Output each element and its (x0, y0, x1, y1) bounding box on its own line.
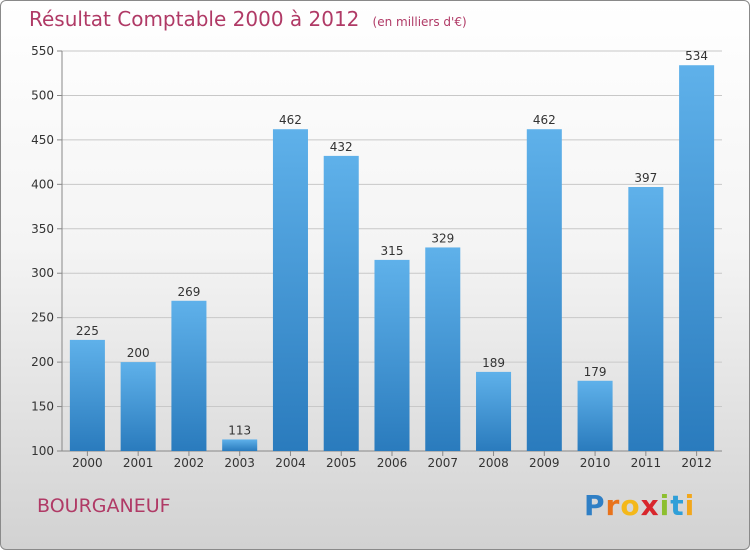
data-label-2005: 432 (330, 140, 353, 154)
bar-2012 (679, 65, 715, 451)
logo-letter: r (605, 489, 621, 522)
logo-letter: t (670, 489, 685, 522)
data-label-2009: 462 (533, 113, 556, 127)
data-label-2011: 397 (634, 171, 657, 185)
y-tick-label-200: 200 (31, 355, 54, 369)
bar-2007 (425, 247, 461, 451)
chart-title-block: Résultat Comptable 2000 à 2012 (en milli… (29, 7, 467, 31)
bar-2003 (222, 439, 258, 451)
data-label-2006: 315 (381, 244, 404, 258)
bar-2005 (323, 155, 359, 451)
logo-letter: i (659, 489, 671, 522)
y-tick-label-100: 100 (31, 444, 54, 458)
x-tick-label-2011: 2011 (631, 456, 662, 470)
bars (69, 65, 715, 451)
bar-2008 (476, 371, 512, 451)
bar-2009 (526, 129, 562, 451)
x-tick-label-2002: 2002 (174, 456, 205, 470)
data-label-2003: 113 (228, 423, 251, 437)
chart-unit: (en milliers d'€) (372, 15, 467, 29)
data-label-2010: 179 (584, 365, 607, 379)
logo-letter: x (640, 489, 660, 522)
proxiti-logo: Proxiti (584, 489, 695, 522)
x-tick-label-2010: 2010 (580, 456, 611, 470)
y-tick-label-500: 500 (31, 88, 54, 102)
bar-2000 (69, 339, 105, 451)
data-label-2008: 189 (482, 356, 505, 370)
x-tick-label-2006: 2006 (377, 456, 408, 470)
data-label-2000: 225 (76, 324, 99, 338)
x-tick-label-2004: 2004 (275, 456, 306, 470)
x-tick-label-2007: 2007 (427, 456, 458, 470)
y-tick-label-400: 400 (31, 177, 54, 191)
logo-letter: o (620, 489, 641, 522)
x-tick-label-2008: 2008 (478, 456, 509, 470)
bar-2010 (577, 380, 613, 451)
y-tick-label-450: 450 (31, 133, 54, 147)
y-tick-label-550: 550 (31, 44, 54, 58)
logo-letter: i (684, 489, 696, 522)
axes: 100 150 200 250 300 350 400 450 500 550 2000 2001 20… (31, 44, 722, 470)
chart-title: Résultat Comptable 2000 à 2012 (29, 7, 360, 31)
logo-letter: P (584, 489, 606, 522)
x-tick-label-2001: 2001 (123, 456, 154, 470)
bar-2006 (374, 259, 410, 451)
bar-2011 (628, 187, 664, 451)
data-label-2001: 200 (127, 346, 150, 360)
x-tick-label-2000: 2000 (72, 456, 103, 470)
x-tick-label-2003: 2003 (224, 456, 255, 470)
x-tick-label-2012: 2012 (681, 456, 712, 470)
y-tick-label-350: 350 (31, 222, 54, 236)
bar-2004 (272, 129, 308, 451)
x-tick-label-2009: 2009 (529, 456, 560, 470)
y-tick-label-150: 150 (31, 400, 54, 414)
data-labels: 225 200 269 113 462 432 315 329 189 462 179 397 534 (76, 49, 708, 437)
data-label-2012: 534 (685, 49, 708, 63)
data-label-2004: 462 (279, 113, 302, 127)
y-tick-label-250: 250 (31, 311, 54, 325)
x-tick-label-2005: 2005 (326, 456, 357, 470)
bar-2002 (171, 300, 207, 451)
data-label-2002: 269 (177, 285, 200, 299)
bar-2001 (120, 362, 156, 451)
place-name: BOURGANEUF (37, 495, 171, 517)
data-label-2007: 329 (431, 231, 454, 245)
y-tick-label-300: 300 (31, 266, 54, 280)
